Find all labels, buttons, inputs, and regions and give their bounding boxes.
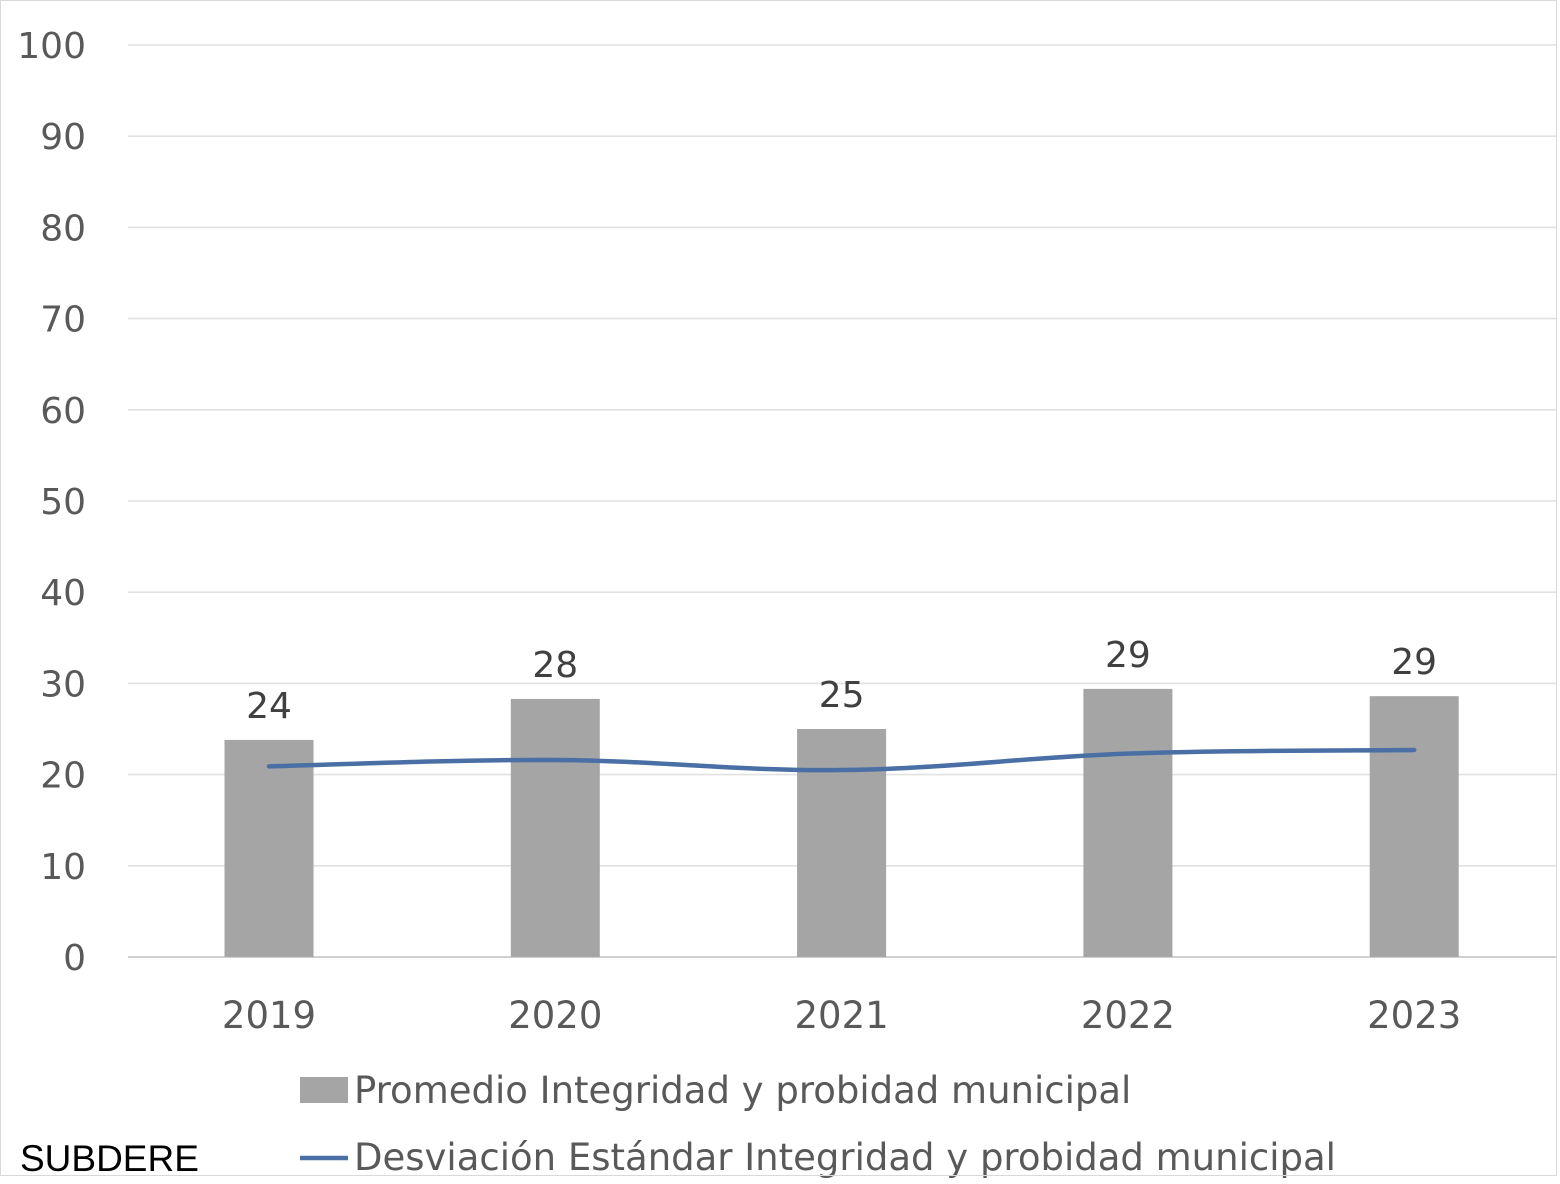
- y-tick-label: 100: [17, 26, 86, 67]
- y-tick-label: 80: [40, 208, 86, 249]
- y-tick-label: 20: [40, 756, 86, 797]
- y-tick-label: 30: [40, 664, 86, 705]
- y-tick-label: 40: [40, 573, 86, 614]
- x-tick-label-2022: 2022: [1081, 994, 1175, 1037]
- x-tick-label-2020: 2020: [508, 994, 602, 1037]
- x-tick-label-2023: 2023: [1367, 994, 1461, 1037]
- x-axis-tick-labels: 2019 2020 2021 2022 2023: [222, 994, 1461, 1037]
- y-tick-label: 50: [40, 482, 86, 523]
- y-tick-label: 70: [40, 300, 86, 341]
- y-axis-tick-labels: 0 10 20 30 40 50 60 70 80 90 100: [17, 26, 86, 979]
- data-label-2020: 28: [532, 645, 578, 686]
- bar-2023: [1370, 696, 1459, 957]
- bar-2021: [797, 729, 886, 957]
- y-tick-label: 10: [40, 847, 86, 888]
- bar-2020: [511, 699, 600, 957]
- legend: Promedio Integridad y probidad municipal…: [300, 1069, 1336, 1179]
- x-tick-label-2019: 2019: [222, 994, 316, 1037]
- bar-series: [225, 689, 1459, 957]
- data-label-2023: 29: [1391, 642, 1437, 683]
- legend-label-bar: Promedio Integridad y probidad municipal: [354, 1069, 1131, 1112]
- legend-swatch-bar: [300, 1077, 348, 1103]
- y-tick-label: 90: [40, 117, 86, 158]
- data-label-2021: 25: [819, 675, 865, 716]
- bar-2022: [1083, 689, 1172, 957]
- legend-label-line: Desviación Estándar Integridad y probida…: [354, 1136, 1336, 1179]
- x-tick-label-2021: 2021: [795, 994, 889, 1037]
- data-label-2019: 24: [246, 686, 292, 727]
- data-labels: 24 28 25 29 29: [246, 635, 1437, 727]
- source-label: SUBDERE: [20, 1140, 199, 1177]
- bar-2019: [225, 740, 314, 957]
- y-tick-label: 0: [63, 938, 86, 979]
- data-label-2022: 29: [1105, 635, 1151, 676]
- y-tick-label: 60: [40, 391, 86, 432]
